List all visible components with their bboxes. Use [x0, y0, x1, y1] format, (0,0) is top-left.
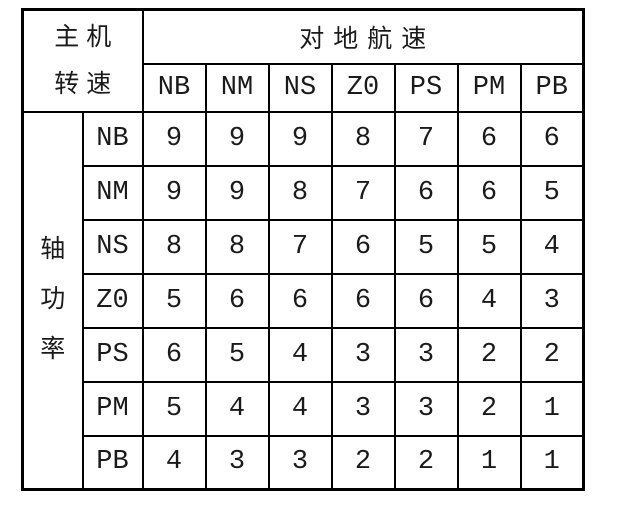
data-cell: 6	[330, 272, 396, 329]
data-cell: 3	[519, 272, 585, 329]
row-group-char-1: 轴	[40, 236, 66, 264]
corner-header-line2: 转速	[54, 70, 119, 98]
fuzzy-rule-table: 主机 转速 对地航速 NB NM NS Z0 PS PM PB 轴 功 率 NB…	[21, 8, 585, 491]
data-cell: 9	[204, 164, 270, 221]
data-cell: 4	[519, 218, 585, 275]
row-group-header: 轴 功 率	[21, 110, 84, 491]
col-header-nm: NM	[204, 62, 270, 113]
data-cell: 6	[519, 110, 585, 167]
row-group-char-2: 功	[40, 286, 66, 314]
data-cell: 6	[204, 272, 270, 329]
data-cell: 3	[330, 326, 396, 383]
data-cell: 6	[393, 164, 459, 221]
col-header-nb: NB	[141, 62, 207, 113]
data-cell: 1	[519, 380, 585, 437]
row-label: Z0	[81, 272, 144, 329]
data-cell: 6	[456, 110, 522, 167]
data-cell: 3	[204, 434, 270, 491]
data-cell: 4	[267, 380, 333, 437]
data-cell: 1	[456, 434, 522, 491]
data-cell: 3	[330, 380, 396, 437]
data-cell: 9	[204, 110, 270, 167]
col-header-pm: PM	[456, 62, 522, 113]
data-cell: 5	[393, 218, 459, 275]
column-group-header: 对地航速	[141, 8, 585, 65]
data-cell: 3	[393, 380, 459, 437]
data-cell: 2	[393, 434, 459, 491]
data-cell: 2	[519, 326, 585, 383]
row-label: NS	[81, 218, 144, 275]
data-cell: 2	[456, 326, 522, 383]
data-cell: 5	[456, 218, 522, 275]
data-cell: 9	[141, 164, 207, 221]
data-cell: 5	[519, 164, 585, 221]
col-header-z0: Z0	[330, 62, 396, 113]
corner-header-line1: 主机	[54, 23, 119, 51]
data-cell: 6	[393, 272, 459, 329]
row-label: PM	[81, 380, 144, 437]
data-cell: 6	[456, 164, 522, 221]
data-cell: 1	[519, 434, 585, 491]
data-cell: 3	[267, 434, 333, 491]
row-label: NB	[81, 110, 144, 167]
data-cell: 4	[456, 272, 522, 329]
data-cell: 7	[330, 164, 396, 221]
data-cell: 8	[141, 218, 207, 275]
col-header-ps: PS	[393, 62, 459, 113]
row-label: NM	[81, 164, 144, 221]
data-cell: 3	[393, 326, 459, 383]
data-cell: 8	[204, 218, 270, 275]
data-cell: 8	[330, 110, 396, 167]
data-cell: 6	[330, 218, 396, 275]
row-group-char-3: 率	[40, 336, 66, 364]
data-cell: 5	[141, 380, 207, 437]
data-cell: 4	[204, 380, 270, 437]
row-label: PB	[81, 434, 144, 491]
data-cell: 9	[267, 110, 333, 167]
data-cell: 4	[267, 326, 333, 383]
corner-header: 主机 转速	[21, 8, 144, 113]
data-cell: 6	[141, 326, 207, 383]
data-cell: 2	[456, 380, 522, 437]
data-cell: 5	[141, 272, 207, 329]
data-cell: 5	[204, 326, 270, 383]
col-header-ns: NS	[267, 62, 333, 113]
data-cell: 6	[267, 272, 333, 329]
data-cell: 7	[267, 218, 333, 275]
row-label: PS	[81, 326, 144, 383]
data-cell: 8	[267, 164, 333, 221]
data-cell: 4	[141, 434, 207, 491]
data-cell: 2	[330, 434, 396, 491]
col-header-pb: PB	[519, 62, 585, 113]
data-cell: 7	[393, 110, 459, 167]
data-cell: 9	[141, 110, 207, 167]
